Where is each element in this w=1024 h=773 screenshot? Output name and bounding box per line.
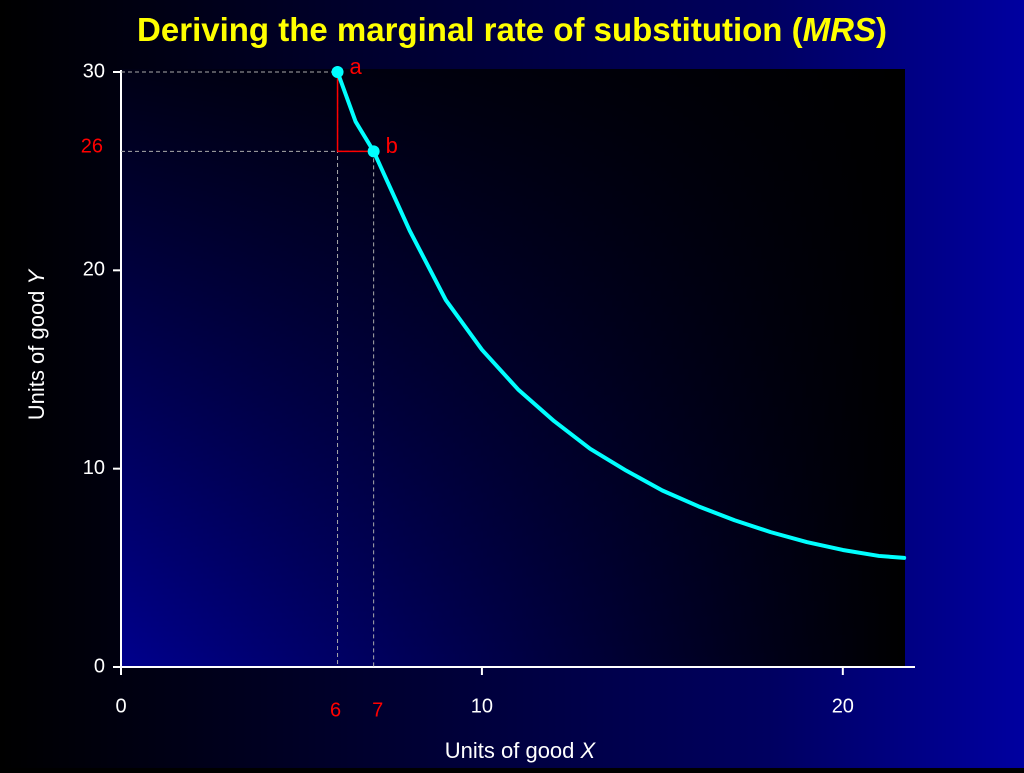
point (367, 145, 380, 158)
y-label-variable: Y (24, 268, 49, 284)
highlight-x-label: 6 (330, 699, 341, 721)
y-label-text: Units of good (24, 291, 49, 421)
point-label: a (350, 54, 363, 79)
point (331, 66, 344, 78)
y-tick-label: 30 (83, 60, 105, 82)
highlight-x-label: 7 (372, 699, 383, 721)
point-label: b (386, 133, 398, 158)
x-axis-label: Units of good X (445, 738, 597, 763)
y-tick-label: 0 (94, 655, 105, 677)
x-tick-label: 0 (115, 695, 126, 717)
highlight-y-label: 26 (81, 136, 103, 158)
indifference-curve (335, 70, 907, 560)
x-tick-label: 20 (832, 695, 854, 717)
x-label-text: Units of good (445, 738, 575, 763)
plot-shade (121, 69, 905, 667)
x-tick-label: 10 (471, 695, 493, 717)
title-text: Deriving the marginal rate of substituti… (137, 11, 803, 48)
y-axis-label: Units of good Y (24, 268, 49, 420)
delta-bracket (336, 72, 374, 153)
y-tick-label: 20 (83, 259, 105, 281)
x-label-variable: X (580, 738, 597, 763)
title-emphasis: MRS (803, 11, 876, 48)
y-tick-label: 10 (83, 457, 105, 479)
title-close: ) (876, 11, 887, 48)
chart-title: Deriving the marginal rate of substituti… (137, 11, 887, 48)
